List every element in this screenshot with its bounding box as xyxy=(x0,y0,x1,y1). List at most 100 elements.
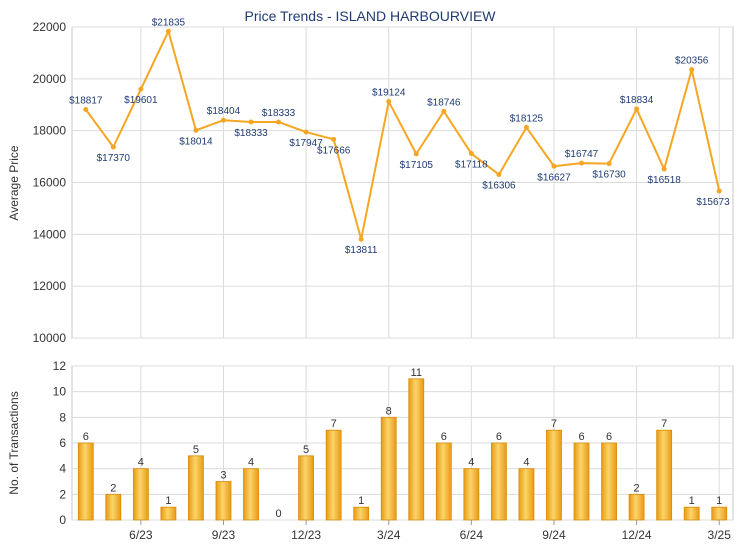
transaction-bar xyxy=(105,493,122,521)
transaction-bar xyxy=(490,442,507,521)
price-point xyxy=(331,136,337,142)
price-point xyxy=(138,86,144,92)
price-point xyxy=(689,67,695,73)
price-data-label: $18333 xyxy=(262,108,296,119)
price-point xyxy=(716,188,722,194)
chart-title: Price Trends - ISLAND HARBOURVIEW xyxy=(244,8,496,24)
price-data-label: $17118 xyxy=(455,160,488,171)
transaction-bar-label: 6 xyxy=(441,431,447,443)
transaction-bar-label: 5 xyxy=(193,444,199,456)
price-data-label: $18333 xyxy=(234,128,268,139)
transaction-bar-label: 6 xyxy=(606,431,612,443)
price-point xyxy=(468,151,474,157)
transaction-bar-label: 1 xyxy=(716,495,722,507)
price-y-tick-label: 22000 xyxy=(33,20,67,34)
transaction-bar-label: 8 xyxy=(386,405,392,417)
price-data-label: $16747 xyxy=(565,149,599,160)
price-series-line xyxy=(84,30,721,241)
price-point xyxy=(303,129,309,135)
price-data-label: $19601 xyxy=(124,95,158,106)
transactions-y-tick-label: 6 xyxy=(59,436,66,450)
price-y-tick-label: 10000 xyxy=(33,331,67,345)
price-point xyxy=(551,163,557,169)
price-data-label: $21835 xyxy=(152,17,186,28)
transaction-bar-label: 6 xyxy=(83,431,89,443)
price-data-label: $18834 xyxy=(620,95,654,106)
transaction-bar-label: 4 xyxy=(248,457,254,469)
price-data-label: $18014 xyxy=(179,136,213,147)
transactions-y-tick-label: 8 xyxy=(59,410,66,424)
price-data-label: $17105 xyxy=(400,160,434,171)
transaction-bar-label: 2 xyxy=(110,482,116,494)
x-tick-label: 3/25 xyxy=(708,528,732,542)
price-data-label: $16306 xyxy=(482,181,516,192)
transactions-y-axis-label: No. of Transactions xyxy=(7,391,21,494)
price-data-label: $16627 xyxy=(537,172,571,183)
transaction-bar xyxy=(353,506,370,521)
transaction-bar-label: 3 xyxy=(220,470,226,482)
price-data-label: $15673 xyxy=(696,197,730,208)
transaction-bar-label: 1 xyxy=(358,495,364,507)
price-point xyxy=(110,144,116,150)
price-data-label: $18404 xyxy=(207,106,241,117)
transaction-bar xyxy=(656,429,673,521)
price-y-axis-label: Average Price xyxy=(7,145,21,220)
transaction-bar xyxy=(77,442,94,521)
transaction-bar-label: 7 xyxy=(331,418,337,430)
transaction-bar-label: 7 xyxy=(551,418,557,430)
x-tick-label: 12/24 xyxy=(622,528,652,542)
price-point xyxy=(193,127,199,133)
transaction-bar xyxy=(601,442,617,521)
price-data-label: $18125 xyxy=(510,113,544,124)
price-point xyxy=(634,106,640,112)
transaction-bar xyxy=(132,468,149,521)
price-data-label: $18817 xyxy=(69,95,103,106)
price-point xyxy=(358,236,364,242)
price-line-plot: 10000 12000 14000 16000 18000 20000 22000 $1881… xyxy=(33,17,734,345)
price-point xyxy=(276,119,282,125)
transaction-bar xyxy=(408,378,425,521)
transaction-bar xyxy=(298,455,315,521)
price-data-label: $17666 xyxy=(317,145,351,156)
price-y-tick-label: 12000 xyxy=(33,279,67,293)
price-point xyxy=(83,106,89,112)
x-tick-label: 3/24 xyxy=(377,528,401,542)
x-tick-label: 12/23 xyxy=(291,528,321,542)
x-tick-label: 6/23 xyxy=(129,528,153,542)
price-point xyxy=(386,99,392,105)
transaction-bar-label: 7 xyxy=(661,418,667,430)
transactions-y-tick-label: 12 xyxy=(53,359,67,373)
price-data-label: $18746 xyxy=(427,97,461,108)
transaction-bar-label: 5 xyxy=(303,444,309,456)
price-data-label: $13811 xyxy=(345,245,378,256)
transactions-y-tick-label: 4 xyxy=(59,462,66,476)
transaction-bar xyxy=(243,468,259,521)
transaction-bar xyxy=(325,429,342,521)
price-point xyxy=(441,108,447,114)
transaction-bar xyxy=(518,468,535,521)
x-tick-label: 6/24 xyxy=(460,528,484,542)
transactions-y-tick-label: 2 xyxy=(59,487,66,501)
transaction-bar xyxy=(188,455,204,521)
transaction-bar-label: 4 xyxy=(468,457,474,469)
price-point xyxy=(248,119,254,125)
price-data-label: $20356 xyxy=(675,56,709,67)
price-point xyxy=(220,117,226,123)
price-y-tick-label: 16000 xyxy=(33,176,67,190)
transaction-bar xyxy=(683,506,700,521)
transaction-bar-label: 6 xyxy=(496,431,502,443)
price-point xyxy=(496,172,502,178)
transaction-bar-label: 11 xyxy=(411,367,422,379)
price-data-label: $16518 xyxy=(647,175,681,186)
transaction-bar xyxy=(628,493,645,521)
transaction-bar xyxy=(711,506,728,521)
price-data-label: $19124 xyxy=(372,88,406,99)
transaction-bar-label: 1 xyxy=(165,495,171,507)
transaction-bar-label: 0 xyxy=(276,508,282,520)
price-y-tick-label: 18000 xyxy=(33,124,67,138)
transaction-bar xyxy=(380,416,397,521)
transaction-bar xyxy=(463,468,480,521)
price-y-tick-label: 20000 xyxy=(33,72,67,86)
